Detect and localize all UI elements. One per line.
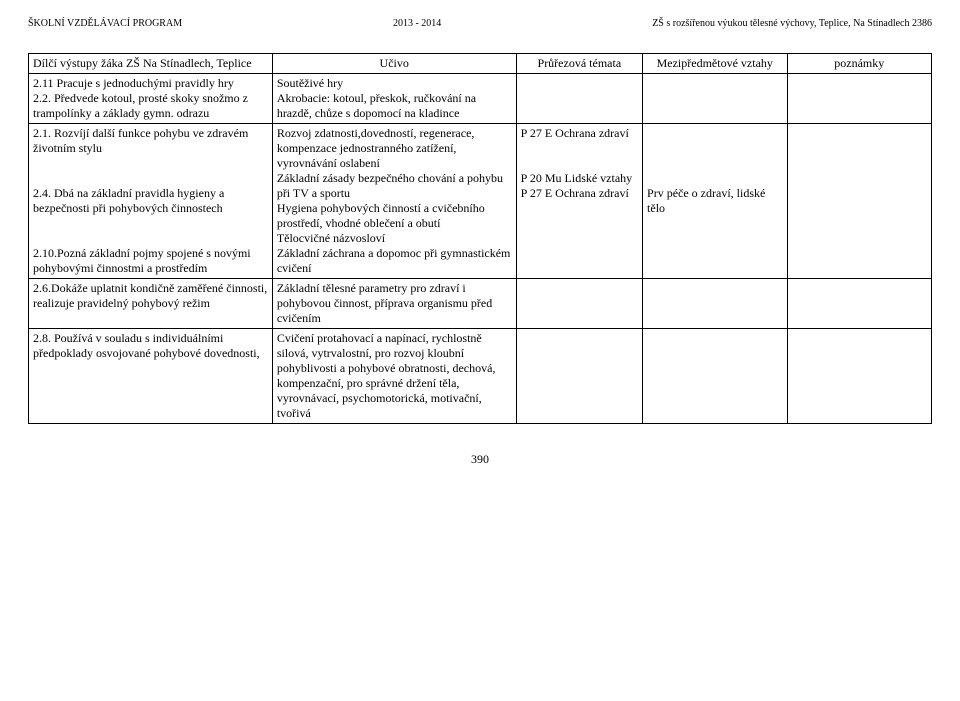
table-row: 2.8. Používá v souladu s individuálními … xyxy=(29,329,932,424)
col-header-ucivo: Učivo xyxy=(272,54,516,74)
cell-mezi xyxy=(643,74,787,124)
cell-ucivo: Cvičení protahovací a napínací, rychlost… xyxy=(272,329,516,424)
table-header-row: Dílčí výstupy žáka ZŠ Na Stínadlech, Tep… xyxy=(29,54,932,74)
header-center: 2013 - 2014 xyxy=(393,18,441,29)
cell-vystupy: 2.8. Používá v souladu s individuálními … xyxy=(29,329,273,424)
cell-vystupy: 2.1. Rozvíjí další funkce pohybu ve zdra… xyxy=(29,124,273,279)
cell-prurez xyxy=(516,329,642,424)
page-number: 390 xyxy=(28,452,932,467)
cell-prurez xyxy=(516,279,642,329)
header-left: ŠKOLNÍ VZDĚLÁVACÍ PROGRAM xyxy=(28,18,182,29)
page-header: ŠKOLNÍ VZDĚLÁVACÍ PROGRAM 2013 - 2014 ZŠ… xyxy=(28,18,932,29)
cell-ucivo: Základní tělesné parametry pro zdraví i … xyxy=(272,279,516,329)
cell-pozn xyxy=(787,74,932,124)
col-header-mezi: Mezipředmětové vztahy xyxy=(643,54,787,74)
cell-pozn xyxy=(787,329,932,424)
table-row: 2.1. Rozvíjí další funkce pohybu ve zdra… xyxy=(29,124,932,279)
cell-ucivo: Rozvoj zdatnosti,dovedností, regenerace,… xyxy=(272,124,516,279)
table-row: 2.11 Pracuje s jednoduchými pravidly hry… xyxy=(29,74,932,124)
cell-prurez xyxy=(516,74,642,124)
col-header-prurez: Průřezová témata xyxy=(516,54,642,74)
cell-vystupy: 2.11 Pracuje s jednoduchými pravidly hry… xyxy=(29,74,273,124)
cell-pozn xyxy=(787,279,932,329)
curriculum-table: Dílčí výstupy žáka ZŠ Na Stínadlech, Tep… xyxy=(28,53,932,424)
header-right: ZŠ s rozšířenou výukou tělesné výchovy, … xyxy=(652,18,932,29)
cell-mezi: Prv péče o zdraví, lidské tělo xyxy=(643,124,787,279)
cell-vystupy: 2.6.Dokáže uplatnit kondičně zaměřené či… xyxy=(29,279,273,329)
cell-pozn xyxy=(787,124,932,279)
col-header-pozn: poznámky xyxy=(787,54,932,74)
cell-mezi xyxy=(643,279,787,329)
cell-prurez: P 27 E Ochrana zdraví P 20 Mu Lidské vzt… xyxy=(516,124,642,279)
cell-mezi xyxy=(643,329,787,424)
col-header-vystupy: Dílčí výstupy žáka ZŠ Na Stínadlech, Tep… xyxy=(29,54,273,74)
cell-ucivo: Soutěživé hryAkrobacie: kotoul, přeskok,… xyxy=(272,74,516,124)
table-row: 2.6.Dokáže uplatnit kondičně zaměřené či… xyxy=(29,279,932,329)
